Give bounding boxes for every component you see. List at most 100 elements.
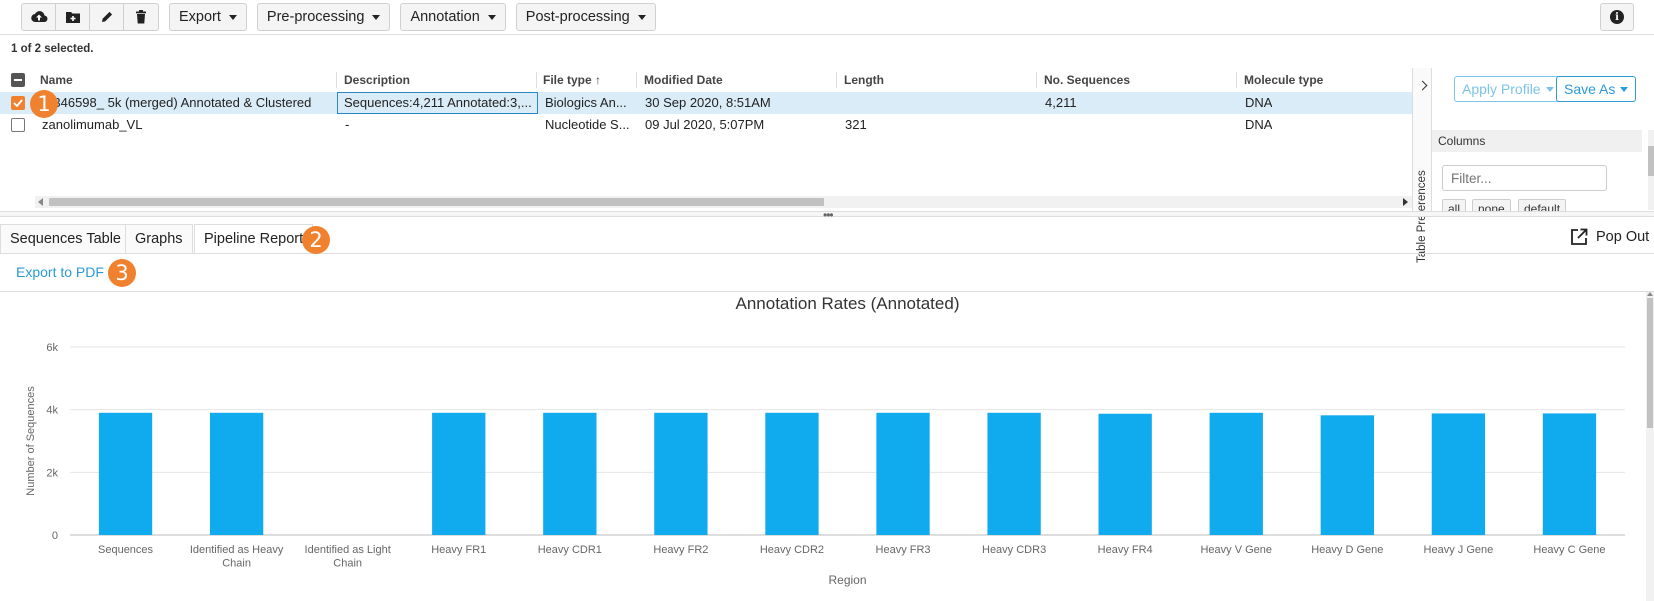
row-checkbox[interactable] [11, 96, 25, 110]
column-header-description[interactable]: Description [344, 73, 411, 87]
column-divider[interactable] [336, 72, 337, 88]
new-folder-button[interactable] [56, 4, 90, 30]
y-tick-label: 0 [52, 530, 58, 542]
chevron-down-icon [487, 14, 496, 20]
column-divider[interactable] [1036, 72, 1037, 88]
pane-splitter[interactable]: ••• [0, 208, 1654, 222]
tab-graphs[interactable]: Graphs [125, 224, 193, 254]
upload-button[interactable] [22, 4, 56, 30]
column-header-no-sequences[interactable]: No. Sequences [1044, 73, 1131, 87]
upload-icon [30, 11, 48, 23]
post-processing-menu[interactable]: Post-processing [515, 3, 656, 31]
bar [98, 412, 153, 535]
bar [209, 412, 264, 535]
x-tick-label: Heavy FR3 [876, 544, 931, 556]
side-panel-scrollbar[interactable] [1648, 130, 1654, 210]
folder-add-icon [65, 12, 80, 23]
column-header-name[interactable]: Name [40, 73, 73, 87]
cell-modified-date: 09 Jul 2020, 5:07PM [645, 117, 765, 132]
chart-title: Annotation Rates (Annotated) [736, 294, 960, 313]
report-scrollbar[interactable] [1646, 292, 1654, 601]
x-tick-label: Heavy D Gene [1311, 544, 1383, 556]
check-icon [13, 99, 23, 108]
export-menu-label: Export [179, 9, 221, 25]
x-tick-label: Heavy FR4 [1098, 544, 1153, 556]
row-checkbox[interactable] [11, 118, 25, 132]
column-divider[interactable] [836, 72, 837, 88]
table-preferences-tab[interactable]: Table Preferences [1412, 68, 1432, 263]
cell-description[interactable]: Sequences:4,211 Annotated:3,... [337, 92, 538, 114]
cell-name: R346598_ 5k (merged) Annotated & Cluster… [44, 95, 312, 110]
tab-sequences-table[interactable]: Sequences Table [0, 224, 131, 254]
bar [987, 412, 1041, 535]
cell-name: zanolimumab_VL [42, 117, 143, 132]
x-axis-label: Region [828, 573, 866, 587]
scrollbar-thumb[interactable] [49, 198, 824, 206]
table-row[interactable]: R346598_ 5k (merged) Annotated & Cluster… [0, 92, 1412, 114]
scrollbar-thumb[interactable] [1647, 298, 1653, 428]
bar [1431, 413, 1486, 535]
export-menu[interactable]: Export [169, 3, 247, 31]
select-all-checkbox[interactable] [11, 73, 25, 87]
column-header-modified-date[interactable]: Modified Date [644, 73, 723, 87]
column-header-file-type[interactable]: File type ↑ [543, 68, 601, 92]
column-divider[interactable] [1236, 72, 1237, 88]
scroll-right-icon[interactable] [1403, 198, 1408, 206]
step-badge-1: 1 [30, 90, 58, 118]
column-divider[interactable] [636, 72, 637, 88]
file-actions-group [21, 3, 159, 31]
table-header: Name Description File type ↑ Modified Da… [0, 68, 1412, 92]
sort-asc-icon: ↑ [595, 73, 602, 87]
step-badge-3: 3 [108, 259, 136, 287]
external-link-icon [1571, 228, 1588, 245]
column-header-length[interactable]: Length [844, 73, 884, 87]
x-tick-label: Identified as Light Chain [305, 544, 391, 570]
x-tick-label: Heavy FR2 [653, 544, 708, 556]
bar [765, 412, 819, 535]
edit-button[interactable] [90, 4, 124, 30]
annotation-menu[interactable]: Annotation [400, 3, 506, 31]
select-all-columns-button[interactable]: all [1442, 199, 1467, 211]
divider [0, 34, 1654, 35]
bar [432, 412, 486, 535]
x-tick-label: Heavy CDR3 [982, 544, 1046, 556]
tab-pipeline-report[interactable]: Pipeline Report [194, 224, 314, 254]
bar [543, 412, 597, 535]
column-divider[interactable] [536, 72, 537, 88]
info-button[interactable]: i [1600, 3, 1634, 31]
pre-processing-menu[interactable]: Pre-processing [256, 3, 391, 31]
save-as-button[interactable]: Save As [1556, 76, 1637, 102]
y-axis-label: Number of Sequences [25, 386, 37, 496]
drag-handle-icon[interactable]: ••• [823, 208, 834, 222]
x-tick-label: Heavy J Gene [1424, 544, 1494, 556]
select-none-columns-button[interactable]: none [1472, 199, 1511, 211]
apply-profile-button[interactable]: Apply Profile [1454, 76, 1562, 102]
scroll-left-icon[interactable] [38, 198, 43, 206]
scroll-up-icon[interactable] [1647, 292, 1653, 296]
export-to-pdf-link[interactable]: Export to PDF [16, 264, 104, 280]
column-filter-input[interactable] [1442, 165, 1607, 191]
column-header-molecule-type[interactable]: Molecule type [1244, 73, 1324, 87]
x-tick-label: Sequences [98, 544, 154, 556]
chevron-down-icon [228, 14, 237, 20]
x-tick-label: Heavy C Gene [1533, 544, 1605, 556]
bar-chart: Annotation Rates (Annotated) 0 2k 4k 6k Seque… [25, 294, 1625, 587]
bar [654, 412, 708, 535]
cell-length: 321 [845, 117, 867, 132]
bar [1209, 412, 1263, 535]
table-preferences-panel: Apply Profile Save As Columns all none d… [1432, 68, 1654, 211]
chevron-down-icon [637, 14, 646, 20]
chevron-down-icon [372, 14, 381, 20]
chevron-down-icon [1545, 86, 1554, 92]
delete-button[interactable] [124, 4, 158, 30]
x-tick-label: Heavy V Gene [1200, 544, 1272, 556]
pop-out-button[interactable]: Pop Out [1570, 228, 1649, 246]
default-columns-button[interactable]: default [1518, 199, 1567, 211]
x-tick-label: Heavy CDR1 [538, 544, 602, 556]
horizontal-scrollbar[interactable] [35, 196, 1412, 208]
scrollbar-thumb[interactable] [1648, 146, 1654, 176]
step-badge-2: 2 [302, 226, 330, 254]
x-tick-label: Identified as Heavy Chain [190, 544, 284, 570]
table-row[interactable]: zanolimumab_VL - Nucleotide S... 09 Jul … [0, 114, 1412, 136]
info-icon: i [1610, 10, 1624, 24]
